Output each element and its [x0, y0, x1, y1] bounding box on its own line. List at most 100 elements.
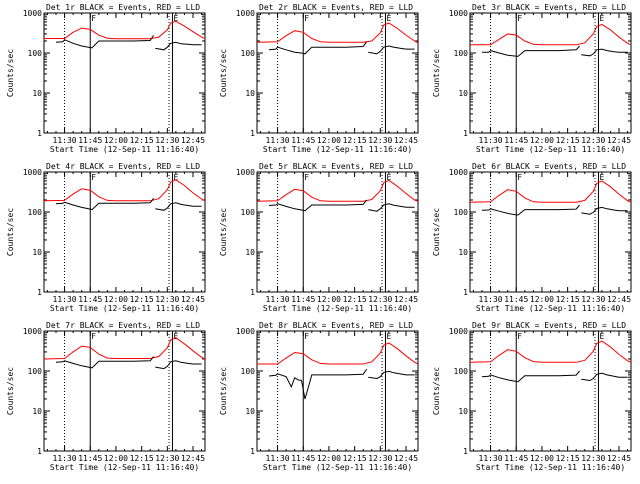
marker-label: E [386, 332, 391, 341]
events-series-line [155, 202, 202, 211]
lld-series-line [469, 340, 632, 363]
y-tick-label: 1000 [449, 168, 468, 177]
plot-frame [43, 330, 206, 452]
x-tick-label: 11:30 [479, 295, 503, 304]
x-tick-label: 11:30 [266, 295, 290, 304]
y-tick-label: 10 [458, 407, 468, 416]
y-tick-label: 1000 [23, 9, 42, 18]
x-tick-label: 12:15 [343, 454, 367, 463]
y-tick-label: 1000 [23, 168, 42, 177]
y-axis-label: Counts/sec [432, 49, 441, 97]
marker-label: E [173, 332, 178, 341]
lld-series-line [256, 179, 419, 202]
y-axis-label: Counts/sec [432, 208, 441, 256]
x-axis-label: Start Time (12-Sep-11 11:16:40) [50, 145, 199, 154]
detector-panel: Det 6r BLACK = Events, RED = LLD 1 10 100 10… [432, 162, 632, 313]
plot-frame [469, 12, 632, 134]
x-tick-label: 11:45 [291, 136, 315, 145]
detector-panel: Det 4r BLACK = Events, RED = LLD 1 10 100 10… [6, 162, 206, 313]
x-tick-label: 11:45 [78, 136, 102, 145]
x-tick-label: 12:45 [607, 136, 631, 145]
y-axis-label: Counts/sec [6, 367, 15, 415]
y-tick-label: 1 [463, 129, 468, 138]
lld-series-line [470, 23, 632, 46]
y-tick-label: 1 [250, 129, 255, 138]
events-series-line [481, 370, 580, 383]
x-tick-label: 12:30 [581, 136, 605, 145]
x-tick-label: 11:45 [504, 136, 528, 145]
events-series-line [268, 199, 367, 212]
x-tick-label: 11:45 [291, 454, 315, 463]
x-tick-label: 11:30 [53, 136, 77, 145]
plot-frame [43, 171, 206, 293]
x-tick-label: 11:30 [53, 454, 77, 463]
y-tick-label: 100 [454, 367, 469, 376]
panel-title: Det 4r BLACK = Events, RED = LLD [46, 162, 200, 171]
y-tick-label: 1 [37, 288, 42, 297]
x-axis-label: Start Time (12-Sep-11 11:16:40) [50, 304, 199, 313]
events-series-line [268, 369, 368, 400]
x-tick-label: 11:30 [266, 136, 290, 145]
lld-series-line [44, 20, 206, 40]
plot-frame [256, 330, 419, 452]
x-tick-label: 11:45 [78, 295, 102, 304]
panel-title: Det 9r BLACK = Events, RED = LLD [472, 321, 626, 330]
events-series-line [581, 206, 628, 215]
plot-frame [256, 171, 419, 293]
y-tick-label: 1000 [449, 327, 468, 336]
x-tick-label: 12:15 [556, 454, 580, 463]
x-tick-label: 12:15 [343, 295, 367, 304]
x-tick-label: 12:30 [581, 295, 605, 304]
y-tick-label: 1 [250, 447, 255, 456]
x-axis-label: Start Time (12-Sep-11 11:16:40) [476, 304, 625, 313]
x-tick-label: 12:15 [556, 295, 580, 304]
lld-series-line [43, 337, 206, 360]
lld-series-line [43, 179, 206, 202]
panel-title: Det 8r BLACK = Events, RED = LLD [259, 321, 413, 330]
marker-label: E [173, 14, 178, 23]
events-series-line [482, 45, 580, 57]
marker-label: F [91, 332, 96, 341]
y-tick-label: 10 [245, 407, 255, 416]
y-tick-label: 1 [250, 288, 255, 297]
x-tick-label: 12:00 [104, 136, 128, 145]
x-tick-label: 12:30 [155, 454, 179, 463]
y-tick-label: 100 [241, 49, 256, 58]
panel-title: Det 3r BLACK = Events, RED = LLD [472, 3, 626, 12]
x-tick-label: 12:45 [607, 295, 631, 304]
y-tick-label: 100 [28, 367, 43, 376]
y-tick-label: 10 [245, 89, 255, 98]
y-tick-label: 100 [454, 208, 469, 217]
marker-label: F [304, 332, 309, 341]
events-series-line [368, 203, 415, 212]
y-axis-label: Counts/sec [219, 49, 228, 97]
detector-panel: Det 2r BLACK = Events, RED = LLD 1 10 100 10… [219, 3, 419, 154]
x-tick-label: 12:30 [155, 136, 179, 145]
x-tick-label: 11:30 [479, 136, 503, 145]
panel-title: Det 7r BLACK = Events, RED = LLD [46, 321, 200, 330]
x-axis-label: Start Time (12-Sep-11 11:16:40) [476, 145, 625, 154]
y-tick-label: 1000 [449, 9, 468, 18]
panel-title: Det 5r BLACK = Events, RED = LLD [259, 162, 413, 171]
marker-label: E [599, 14, 604, 23]
x-tick-label: 12:15 [130, 454, 154, 463]
y-tick-label: 10 [458, 89, 468, 98]
marker-label: F [91, 173, 96, 182]
marker-label: F [517, 14, 522, 23]
x-tick-label: 12:00 [317, 295, 341, 304]
marker-label: F [304, 173, 309, 182]
events-series-line [268, 41, 368, 55]
y-tick-label: 1000 [23, 327, 42, 336]
x-tick-label: 12:00 [104, 295, 128, 304]
x-tick-label: 12:45 [394, 136, 418, 145]
detector-panel: Det 5r BLACK = Events, RED = LLD 1 10 100 10… [219, 162, 419, 313]
x-tick-label: 11:30 [266, 454, 290, 463]
events-series-line [55, 356, 154, 369]
y-tick-label: 1000 [236, 168, 255, 177]
x-tick-label: 12:00 [104, 454, 128, 463]
y-tick-label: 1000 [236, 327, 255, 336]
x-tick-label: 12:15 [556, 136, 580, 145]
y-tick-label: 100 [241, 208, 256, 217]
x-tick-label: 12:00 [530, 454, 554, 463]
